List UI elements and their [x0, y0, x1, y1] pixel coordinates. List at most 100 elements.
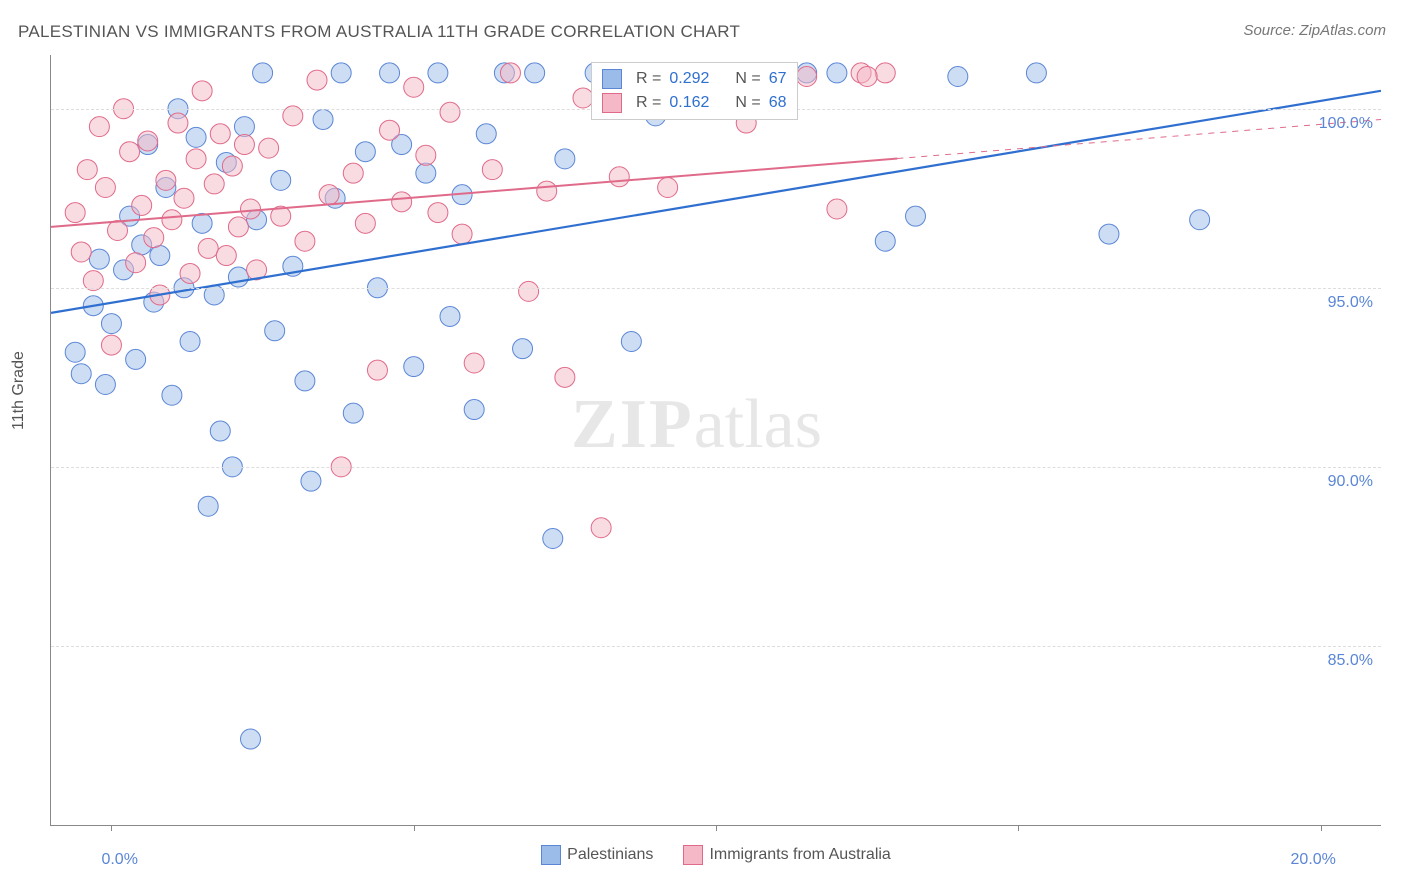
- scatter-point: [428, 203, 448, 223]
- x-tick: [1018, 825, 1019, 831]
- scatter-point: [174, 188, 194, 208]
- x-tick: [1321, 825, 1322, 831]
- scatter-point: [101, 335, 121, 355]
- scatter-point: [198, 238, 218, 258]
- scatter-point: [525, 63, 545, 83]
- scatter-point: [138, 131, 158, 151]
- scatter-point: [144, 228, 164, 248]
- n-value: 67: [769, 70, 787, 88]
- scatter-point: [271, 170, 291, 190]
- scatter-point: [875, 231, 895, 251]
- r-value: 0.292: [669, 70, 709, 88]
- r-label: R =: [636, 70, 661, 88]
- plot-svg: [51, 55, 1381, 825]
- legend-label: Immigrants from Australia: [709, 846, 890, 863]
- scatter-point: [543, 528, 563, 548]
- scatter-point: [797, 66, 817, 86]
- scatter-point: [1099, 224, 1119, 244]
- scatter-point: [71, 242, 91, 262]
- scatter-point: [186, 127, 206, 147]
- scatter-point: [120, 142, 140, 162]
- plot-area: ZIPatlas 85.0%90.0%95.0%100.0%0.0%20.0%R…: [50, 55, 1381, 826]
- scatter-point: [126, 349, 146, 369]
- y-tick-label: 100.0%: [1319, 115, 1373, 133]
- scatter-point: [428, 63, 448, 83]
- scatter-point: [108, 220, 128, 240]
- scatter-point: [355, 213, 375, 233]
- scatter-point: [857, 66, 877, 86]
- scatter-point: [241, 199, 261, 219]
- scatter-point: [537, 181, 557, 201]
- scatter-point: [343, 163, 363, 183]
- y-axis-label: 11th Grade: [10, 351, 28, 430]
- scatter-point: [253, 63, 273, 83]
- scatter-point: [367, 360, 387, 380]
- gridline: [51, 467, 1381, 468]
- scatter-point: [591, 518, 611, 538]
- series-swatch: [602, 69, 622, 89]
- gridline: [51, 646, 1381, 647]
- legend-label: Palestinians: [567, 846, 653, 863]
- r-value: 0.162: [669, 94, 709, 112]
- scatter-point: [416, 145, 436, 165]
- scatter-point: [875, 63, 895, 83]
- n-label: N =: [735, 94, 760, 112]
- scatter-point: [519, 281, 539, 301]
- scatter-point: [210, 421, 230, 441]
- scatter-point: [95, 374, 115, 394]
- scatter-point: [259, 138, 279, 158]
- scatter-point: [482, 160, 502, 180]
- scatter-point: [295, 231, 315, 251]
- n-value: 68: [769, 94, 787, 112]
- scatter-point: [319, 185, 339, 205]
- scatter-point: [241, 729, 261, 749]
- scatter-point: [440, 306, 460, 326]
- legend-item: Palestinians: [541, 845, 653, 865]
- scatter-point: [89, 117, 109, 137]
- legend-item: Immigrants from Australia: [683, 845, 890, 865]
- scatter-point: [228, 267, 248, 287]
- stats-row: R = 0.292 N = 67: [602, 67, 787, 91]
- scatter-point: [555, 367, 575, 387]
- scatter-point: [658, 178, 678, 198]
- scatter-point: [380, 120, 400, 140]
- x-tick: [716, 825, 717, 831]
- n-label: N =: [735, 70, 760, 88]
- trend-line-dashed: [897, 119, 1381, 158]
- scatter-point: [452, 224, 472, 244]
- r-label: R =: [636, 94, 661, 112]
- scatter-point: [513, 339, 533, 359]
- scatter-point: [77, 160, 97, 180]
- scatter-point: [621, 332, 641, 352]
- scatter-point: [573, 88, 593, 108]
- scatter-point: [65, 203, 85, 223]
- scatter-point: [228, 217, 248, 237]
- scatter-point: [180, 263, 200, 283]
- y-tick-label: 95.0%: [1328, 294, 1373, 312]
- scatter-point: [162, 210, 182, 230]
- scatter-point: [295, 371, 315, 391]
- scatter-point: [609, 167, 629, 187]
- scatter-point: [313, 109, 333, 129]
- scatter-point: [234, 117, 254, 137]
- gridline: [51, 288, 1381, 289]
- scatter-point: [204, 174, 224, 194]
- series-swatch: [602, 93, 622, 113]
- scatter-point: [168, 113, 188, 133]
- x-tick: [414, 825, 415, 831]
- scatter-point: [126, 253, 146, 273]
- scatter-point: [1190, 210, 1210, 230]
- scatter-point: [380, 63, 400, 83]
- scatter-point: [355, 142, 375, 162]
- source-label: Source: ZipAtlas.com: [1243, 22, 1386, 39]
- scatter-point: [343, 403, 363, 423]
- scatter-point: [234, 135, 254, 155]
- scatter-point: [162, 385, 182, 405]
- scatter-point: [464, 353, 484, 373]
- scatter-point: [222, 156, 242, 176]
- scatter-point: [265, 321, 285, 341]
- scatter-point: [404, 77, 424, 97]
- scatter-point: [1026, 63, 1046, 83]
- scatter-point: [464, 400, 484, 420]
- scatter-point: [827, 199, 847, 219]
